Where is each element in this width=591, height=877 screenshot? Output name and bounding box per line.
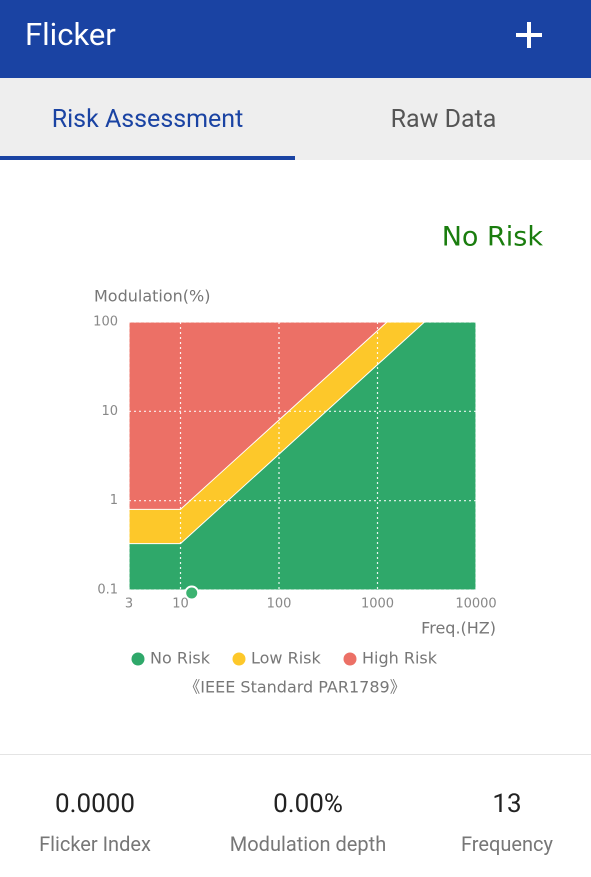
legend-label: No Risk: [150, 649, 211, 668]
add-button[interactable]: [512, 18, 546, 52]
stat-label: Modulation depth: [229, 832, 387, 856]
x-tick-label: 10000: [455, 597, 496, 612]
chart-caption: 《IEEE Standard PAR1789》: [184, 678, 405, 697]
y-tick-label: 0.1: [97, 583, 118, 598]
tab-bar: Risk Assessment Raw Data: [0, 78, 591, 160]
x-tick-label: 10: [172, 597, 189, 612]
stat-value: 0.0000: [55, 789, 135, 819]
app-title: Flicker: [25, 16, 116, 53]
chart: No Risk Modulation(%) 0.1 1 10 100 3 10 100 1000 1…: [93, 222, 544, 697]
x-axis-label: Freq.(HZ): [421, 619, 496, 638]
x-tick-label: 3: [125, 597, 133, 612]
legend-label: Low Risk: [251, 649, 321, 668]
y-tick-label: 1: [110, 493, 118, 508]
divider: [0, 754, 591, 755]
y-tick-label: 100: [93, 315, 118, 330]
tab[interactable]: Raw Data: [390, 105, 497, 134]
measurement-point: [184, 585, 200, 601]
tab[interactable]: Risk Assessment: [0, 78, 295, 160]
legend-label: High Risk: [362, 649, 438, 668]
stat-value: 0.00%: [273, 789, 343, 819]
y-axis-label: Modulation(%): [94, 287, 210, 306]
stat-label: Frequency: [461, 832, 553, 856]
stat-value: 13: [492, 789, 522, 819]
x-tick-label: 100: [267, 597, 292, 612]
stat-label: Flicker Index: [39, 832, 151, 856]
legend-swatch: [131, 652, 145, 666]
legend-swatch: [232, 652, 246, 666]
y-tick-label: 10: [101, 404, 118, 419]
app-bar: Flicker: [0, 0, 591, 78]
legend-swatch: [343, 652, 357, 666]
x-tick-label: 1000: [361, 597, 394, 612]
risk-status: No Risk: [442, 222, 544, 253]
